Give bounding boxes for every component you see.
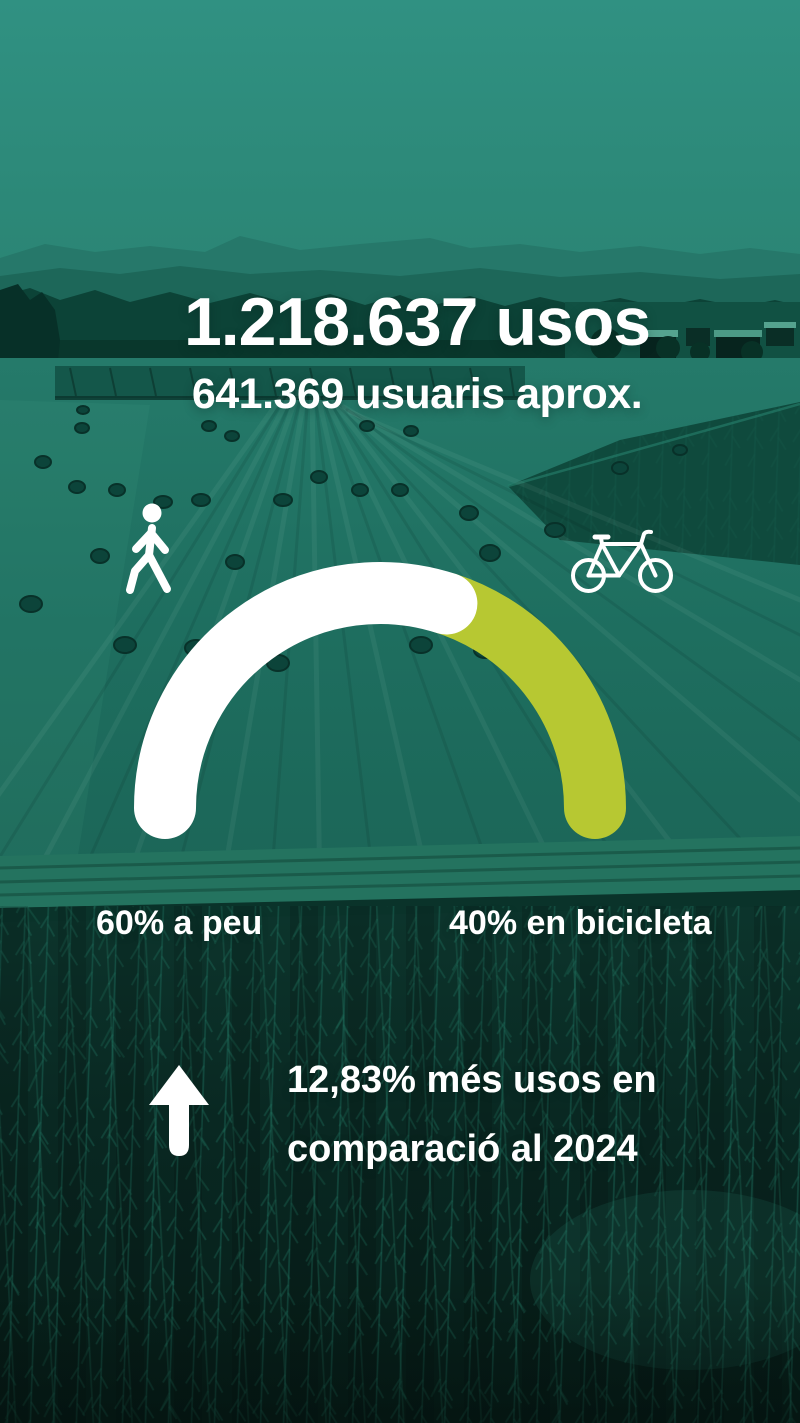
growth-text-line2: comparació al 2024 — [287, 1128, 638, 1170]
gauge-segment-walk — [134, 562, 478, 839]
bike-share-label: 40% en bicicleta — [449, 906, 712, 970]
total-uses-title: 1.218.637 usos — [183, 284, 651, 360]
pedestrian-icon — [123, 503, 177, 595]
arrow-up-icon — [149, 1065, 209, 1157]
usage-split-gauge — [134, 562, 626, 839]
bicycle-icon — [571, 529, 673, 593]
growth-text-line1: 12,83% més usos en — [287, 1059, 657, 1101]
walk-share-label: 60% a peu — [96, 904, 263, 942]
gauge-segment-bike — [415, 572, 626, 839]
approx-users-subtitle: 641.369 usuaris aprox. — [191, 370, 643, 418]
